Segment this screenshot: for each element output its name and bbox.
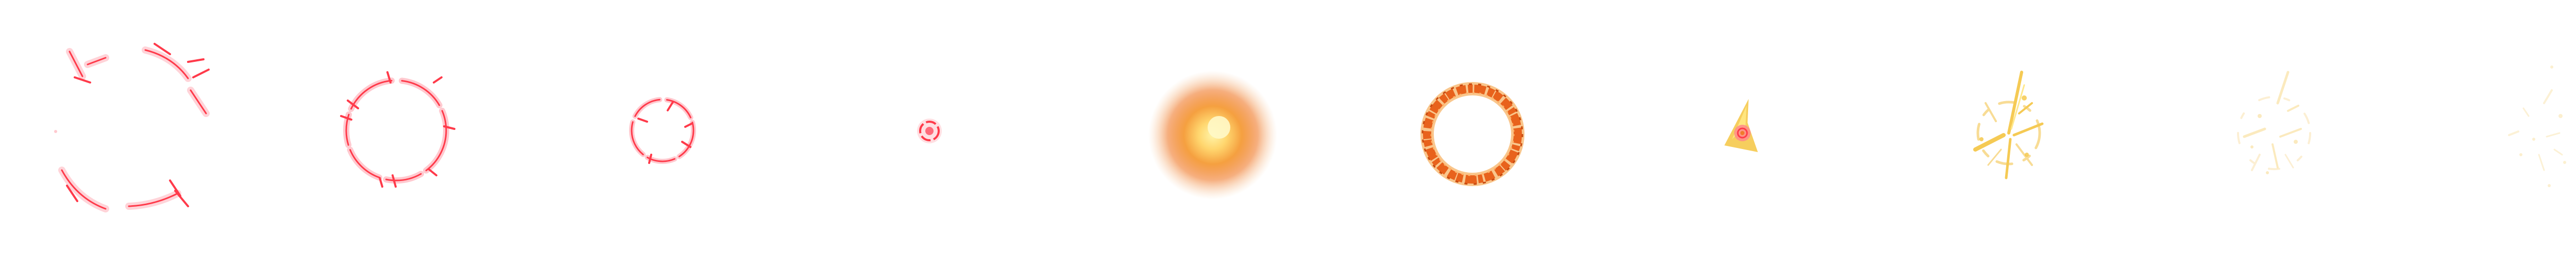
frame-debris-bright bbox=[1846, 0, 2110, 264]
fire-ring-icon bbox=[1420, 82, 1524, 186]
debris-icon bbox=[2237, 71, 2311, 174]
frame-debris-fading bbox=[2110, 0, 2374, 264]
spark-icon bbox=[1724, 99, 1758, 152]
frame-reticle-dot bbox=[791, 0, 1055, 264]
frame-glow-flash bbox=[1055, 0, 1319, 264]
frame-reticle-wide bbox=[0, 0, 264, 264]
frame-fire-ring bbox=[1319, 0, 1583, 264]
target-reticle-icon bbox=[340, 71, 455, 188]
frame-impact-spark bbox=[1583, 0, 1846, 264]
debris-icon bbox=[2508, 65, 2566, 187]
frame-reticle-medium bbox=[264, 0, 528, 264]
frame-reticle-small bbox=[528, 0, 791, 264]
target-reticle-icon bbox=[54, 43, 210, 212]
frame-debris-faint bbox=[2374, 0, 2576, 264]
debris-icon bbox=[1973, 71, 2044, 179]
glow-burst-icon bbox=[1148, 71, 1277, 200]
target-reticle-icon bbox=[629, 97, 696, 164]
target-dot-icon bbox=[917, 119, 942, 143]
